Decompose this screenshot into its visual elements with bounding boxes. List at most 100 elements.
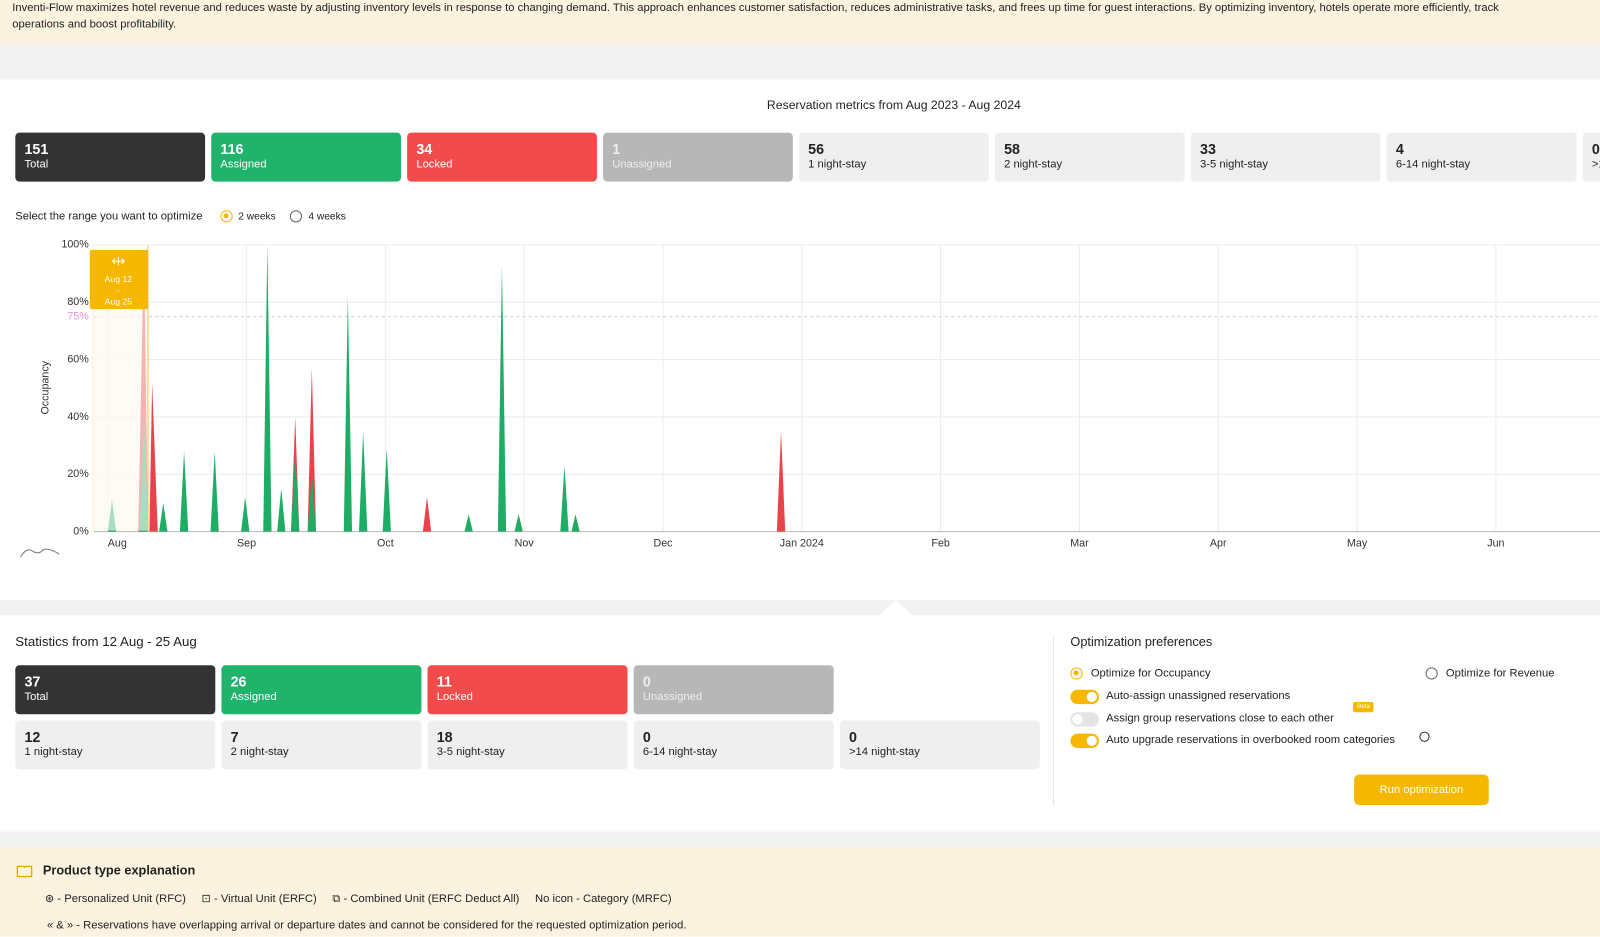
option-label: 4 weeks xyxy=(308,211,346,223)
threshold-label: 75% xyxy=(67,310,89,322)
separator xyxy=(0,831,1600,847)
toggle[interactable] xyxy=(1070,689,1099,705)
selection-label: Aug 12 xyxy=(105,274,133,284)
card-label: 3-5 night-stay xyxy=(1199,158,1269,171)
metric-cards: 151 Total 116 Assigned 34 Locked 1 Unassigned 56… xyxy=(0,132,1600,182)
area xyxy=(107,244,580,532)
toggle-label: Auto-assign unassigned reservations xyxy=(1106,689,1291,703)
banner-text: operations and boost profitability. xyxy=(12,18,177,31)
run-button[interactable]: Run optimization xyxy=(1354,774,1489,806)
option-label: Optimize for Occupancy xyxy=(1090,667,1211,680)
x-tick-label: Aug xyxy=(108,538,127,550)
separator xyxy=(0,599,1600,616)
range-option[interactable]: 4 weeks xyxy=(290,210,346,223)
y-tick-label: 0% xyxy=(73,525,89,537)
toggle[interactable] xyxy=(1070,733,1099,748)
stat-card: 33 3-5 night-stay xyxy=(1190,132,1381,182)
x-tick-label: May xyxy=(1347,538,1368,550)
y-axis-title: Occupancy xyxy=(40,360,52,414)
preferences-title: Optimization preferences xyxy=(1070,634,1213,649)
selection-label: - xyxy=(117,285,120,295)
toggle[interactable] xyxy=(1070,711,1099,727)
x-tick-label: Jan 2024 xyxy=(780,538,824,550)
card-label: 3-5 night-stay xyxy=(436,745,505,759)
card-label: >14 night-stay xyxy=(848,745,920,759)
stat-card: 151 Total xyxy=(15,132,206,182)
banner-text: Inventi-Flow maximizes hotel revenue and… xyxy=(12,2,1499,15)
selection-box xyxy=(89,249,148,310)
card-value: 1 xyxy=(612,140,621,158)
y-tick-label: 40% xyxy=(67,411,89,423)
stat-card: 0 Unassigned xyxy=(633,665,834,715)
x-tick-label: Nov xyxy=(515,538,535,550)
card-value: 26 xyxy=(230,673,247,690)
x-tick-label: Oct xyxy=(377,538,394,550)
card-value: 0 xyxy=(848,728,857,745)
card-value: 58 xyxy=(1004,140,1020,158)
chart: 0% 20% 40% 60% 80% 100% Aug Sep Oct Nov Dec Jan 202… xyxy=(19,239,1600,558)
book-icon xyxy=(16,865,33,878)
card-label: 1 night-stay xyxy=(24,745,83,759)
statistics-cards: 37 Total 26 Assigned 11 Locked 0 Unassigned 12 1 … xyxy=(0,665,1051,771)
area xyxy=(138,244,786,532)
x-tick-label: Apr xyxy=(1210,538,1227,550)
card-value: 7 xyxy=(230,728,239,745)
card-value: 0 xyxy=(1591,140,1600,158)
card-value: 18 xyxy=(436,728,453,745)
explanation-note: « & » - Reservations have overlapping ar… xyxy=(46,919,687,932)
x-tick-label: Mar xyxy=(1070,538,1089,550)
radio xyxy=(219,210,233,223)
item: - Virtual Unit (ERFC) xyxy=(214,892,317,906)
stat-card: 4 6-14 night-stay xyxy=(1386,132,1577,182)
card-value: 12 xyxy=(24,728,41,745)
toggle-label: Assign group reservations close to each … xyxy=(1106,711,1334,724)
explanation-title: Product type explanation xyxy=(42,863,196,878)
card-label: Unassigned xyxy=(612,158,672,171)
x-tick-label: Feb xyxy=(931,538,949,550)
icon: ⊛ xyxy=(44,892,55,906)
card-label: 6-14 night-stay xyxy=(642,745,718,759)
x-tick-label: Dec xyxy=(653,538,673,550)
card-label: 6-14 night-stay xyxy=(1395,158,1471,171)
range-option[interactable]: 2 weeks xyxy=(219,210,276,223)
card-value: 11 xyxy=(436,673,452,690)
radio xyxy=(1425,667,1438,680)
x-tick-label: Sep xyxy=(237,538,256,550)
option-label: 2 weeks xyxy=(238,211,276,223)
card-label: Assigned xyxy=(230,690,277,704)
separator xyxy=(0,44,1600,80)
pref-option[interactable]: Optimize for Occupancy xyxy=(1070,667,1211,680)
stat-card: 11 Locked xyxy=(427,665,628,715)
item: - Combined Unit (ERFC Deduct All) xyxy=(343,892,520,906)
y-tick-label: 60% xyxy=(67,353,89,365)
card-label: >14 night-stay xyxy=(1591,158,1600,171)
beta-badge: Beta xyxy=(1353,702,1374,713)
card-label: 2 night-stay xyxy=(230,745,289,759)
card-value: 34 xyxy=(416,140,433,158)
notch xyxy=(879,599,913,616)
item: - Personalized Unit (RFC) xyxy=(57,892,186,906)
zoom-icon[interactable] xyxy=(19,548,60,558)
stat-card: 26 Assigned xyxy=(221,665,422,715)
card-label: Locked xyxy=(436,690,473,704)
card-value: 33 xyxy=(1199,140,1216,158)
pref-option[interactable]: Optimize for Revenue xyxy=(1425,667,1554,680)
card-label: Unassigned xyxy=(642,690,703,704)
stat-card: 18 3-5 night-stay xyxy=(427,720,628,770)
y-tick-label: 20% xyxy=(67,468,89,480)
button-label: Run optimization xyxy=(1379,783,1464,796)
card-label: 2 night-stay xyxy=(1004,158,1063,171)
drag-icon xyxy=(111,257,125,266)
stat-card: 56 1 night-stay xyxy=(798,132,989,182)
stat-card: 34 Locked xyxy=(407,132,597,182)
selection-label: Aug 25 xyxy=(105,296,133,306)
item: No icon - Category (MRFC) xyxy=(534,892,672,906)
card-label: Total xyxy=(24,690,49,704)
stat-card: 1 Unassigned xyxy=(603,132,793,182)
card-value: 0 xyxy=(642,728,651,745)
banner: Inventi-Flow maximizes hotel revenue and… xyxy=(0,0,1600,45)
explanation-items: ⊛ - Personalized Unit (RFC) ⊡ - Virtual … xyxy=(45,892,672,906)
icon: ⊡ xyxy=(201,892,211,906)
